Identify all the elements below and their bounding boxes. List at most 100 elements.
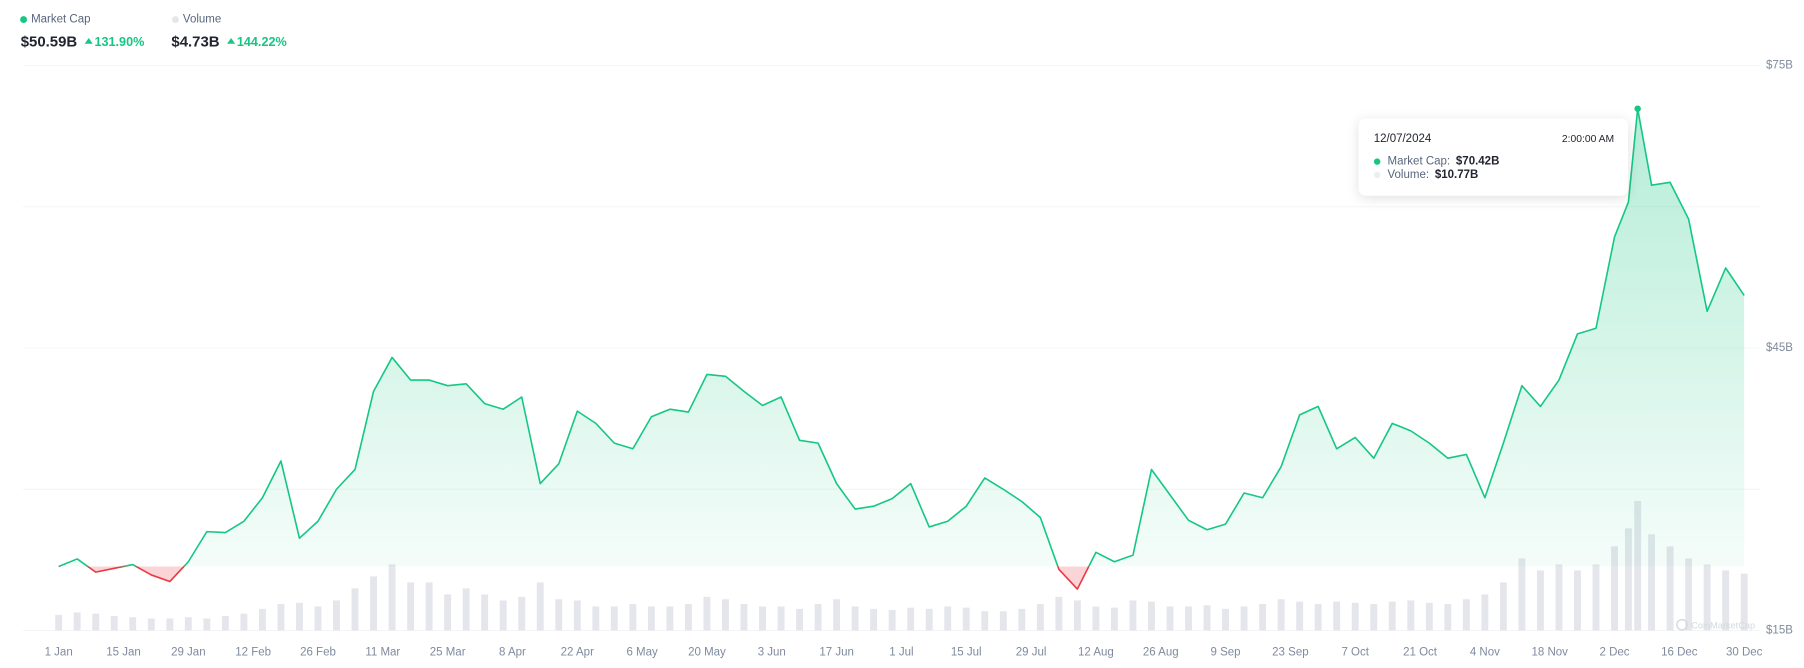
area-above xyxy=(58,108,1745,567)
volume-bar xyxy=(907,607,915,631)
summary-value: $50.59B xyxy=(21,34,78,51)
volume-bar xyxy=(203,618,211,631)
volume-bar xyxy=(55,614,63,631)
volume-bar xyxy=(314,606,322,631)
volume-bar xyxy=(610,606,618,631)
x-tick-label: 30 Dec xyxy=(1726,646,1763,658)
volume-bar xyxy=(92,613,100,631)
volume-bar xyxy=(184,617,192,631)
volume-bar xyxy=(962,607,970,631)
volume-bar xyxy=(1333,601,1341,631)
lines xyxy=(58,105,1745,590)
volume-bar xyxy=(1370,604,1378,631)
volume-bar xyxy=(1222,608,1230,631)
volume-bar xyxy=(1055,596,1063,631)
volume-bar xyxy=(166,618,174,631)
x-tick-label: 23 Sep xyxy=(1272,646,1308,658)
volume-bar xyxy=(425,582,433,631)
volume-bar xyxy=(1555,564,1563,631)
volume-bar xyxy=(1259,604,1267,631)
volume-bar xyxy=(1518,558,1526,631)
watermark-logo xyxy=(1676,618,1688,631)
tooltip-label: Volume: xyxy=(1388,169,1430,181)
header: Market Cap $50.59B 131.90% Volume $4.73B… xyxy=(20,14,287,51)
volume-bar xyxy=(1666,546,1674,631)
volume-bar xyxy=(1018,608,1026,631)
volume-bar xyxy=(370,576,378,631)
volume-bar xyxy=(851,606,859,631)
volume-bar xyxy=(110,616,118,631)
legend-label: Market Cap xyxy=(31,14,90,26)
axes: $75B $45B $15B 1 Jan 15 Jan 29 Jan 12 Feb 26 Fe… xyxy=(45,60,1794,659)
tooltip-time: 2:00:00 AM xyxy=(1562,134,1614,145)
volume-bar xyxy=(573,600,581,631)
volume-bar xyxy=(1092,606,1100,631)
volume-bar xyxy=(1166,606,1174,631)
volume-bar xyxy=(1740,573,1748,631)
volume-bar xyxy=(999,611,1007,631)
volume-bar xyxy=(1444,604,1452,631)
volume-bar xyxy=(1148,601,1155,631)
volume-bar xyxy=(1185,606,1192,631)
volume-bar xyxy=(1203,605,1211,631)
volume-bar xyxy=(666,606,674,631)
x-tick-label: 8 Apr xyxy=(499,646,526,658)
volume-bar xyxy=(351,588,359,631)
volume-bar xyxy=(796,608,804,631)
volume-bar xyxy=(1536,570,1544,631)
volume-bar xyxy=(1499,582,1507,631)
x-tick-label: 21 Oct xyxy=(1403,646,1438,658)
volume-bar xyxy=(296,602,303,631)
x-tick-label: 1 Jul xyxy=(889,646,913,658)
volume-bar xyxy=(555,599,563,631)
volume-bar xyxy=(1036,604,1044,631)
summary-value: $4.73B xyxy=(171,34,219,51)
volume-bar xyxy=(147,618,155,631)
volume-bar xyxy=(740,604,748,631)
volume-bar xyxy=(703,596,711,631)
volume-bar xyxy=(73,612,81,631)
volume-bar xyxy=(1425,602,1433,631)
volume-bar xyxy=(407,582,415,631)
x-tick-label: 22 Apr xyxy=(561,646,594,658)
volume-bar xyxy=(1110,607,1118,631)
volume-bar xyxy=(462,588,470,631)
volume-bar xyxy=(258,608,266,631)
x-tick-label: 3 Jun xyxy=(758,646,786,658)
volume-bar xyxy=(814,604,822,631)
volume-bar xyxy=(1611,546,1618,631)
x-tick-label: 11 Mar xyxy=(365,646,400,658)
up-arrow xyxy=(84,37,93,44)
volume-bar xyxy=(684,604,692,631)
summary-change: 144.22% xyxy=(237,35,287,49)
x-tick-label: 12 Aug xyxy=(1078,646,1114,658)
volume-bar xyxy=(1722,570,1730,631)
volume-bar xyxy=(1129,600,1137,631)
volume-bar xyxy=(1073,600,1081,631)
volume-bar xyxy=(981,611,989,631)
watermark-text: CoinMarketCap xyxy=(1691,620,1755,630)
tooltip-date: 12/07/2024 xyxy=(1374,133,1432,145)
volume-bar xyxy=(499,600,507,631)
volume-bar xyxy=(221,616,229,631)
volume-bar xyxy=(759,606,766,631)
area xyxy=(58,108,1745,590)
market-cap-line xyxy=(58,107,1745,567)
y-tick-label: $75B xyxy=(1766,60,1793,72)
volume-bar xyxy=(277,604,285,631)
volume-bar xyxy=(1351,602,1359,631)
volume-bar xyxy=(777,606,785,631)
x-tick-label: 6 May xyxy=(626,646,658,658)
volume-bar xyxy=(1574,570,1581,631)
x-tick-label: 29 Jul xyxy=(1016,646,1047,658)
x-tick-label: 2 Dec xyxy=(1599,646,1629,658)
volume-bar xyxy=(536,582,544,631)
x-tick-label: 26 Feb xyxy=(300,646,336,658)
volume-bar xyxy=(1388,601,1396,631)
x-tick-label: 1 Jan xyxy=(45,646,73,658)
volume-bar xyxy=(647,606,655,631)
x-tick-label: 7 Oct xyxy=(1341,646,1369,658)
volume-bar xyxy=(388,564,396,631)
tooltip-dot xyxy=(1373,158,1381,165)
